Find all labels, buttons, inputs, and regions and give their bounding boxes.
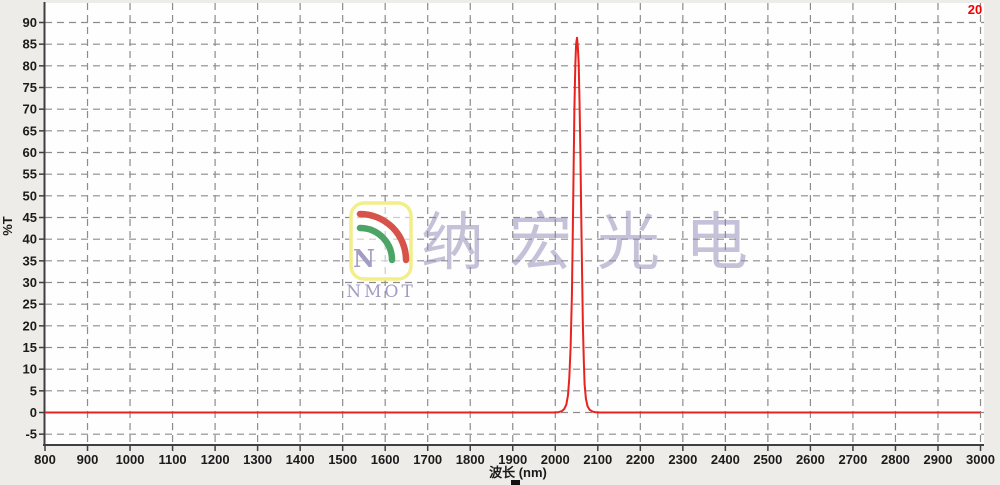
- y-tick-label: 90: [23, 15, 37, 30]
- x-tick-label: 2100: [583, 452, 612, 467]
- x-tick-label: 1900: [498, 452, 527, 467]
- watermark-logo-red-arc-icon: [356, 210, 410, 264]
- y-tick-label: 45: [23, 210, 37, 225]
- y-tick-label: 50: [23, 188, 37, 203]
- y-tick-label: 60: [23, 145, 37, 160]
- x-tick-label: 1300: [243, 452, 272, 467]
- watermark-logo-n-letter: N: [353, 244, 375, 273]
- y-tick-label: 75: [23, 80, 37, 95]
- x-tick-label: 1400: [286, 452, 315, 467]
- y-tick-label: 70: [23, 102, 37, 117]
- x-tick-label: 800: [34, 452, 56, 467]
- y-tick-label: 30: [23, 275, 37, 290]
- x-tick-label: 1600: [371, 452, 400, 467]
- plot-area: [45, 3, 984, 445]
- y-tick-label: 15: [23, 340, 37, 355]
- y-tick-label: 40: [23, 232, 37, 247]
- x-tick-label: 1000: [116, 452, 145, 467]
- x-tick-label: 1800: [456, 452, 485, 467]
- x-tick-label: 1200: [201, 452, 230, 467]
- y-tick-label: 0: [30, 405, 37, 420]
- x-tick-label: 2500: [753, 452, 782, 467]
- x-tick-label: 1700: [413, 452, 442, 467]
- x-axis-title: 波长 (nm): [489, 465, 547, 480]
- x-tick-label: 2200: [626, 452, 655, 467]
- transmission-curve: [45, 36, 981, 414]
- x-tick-label: 2600: [796, 452, 825, 467]
- y-tick-label: 80: [23, 58, 37, 73]
- x-tick-label: 900: [77, 452, 99, 467]
- axis-tick-labels: 800 900 1000 1100 1200 1300 1400 1500 1600 1700 18…: [23, 15, 995, 467]
- y-tick-label: 10: [23, 362, 37, 377]
- watermark-logo-box: [349, 201, 413, 281]
- corner-annotation: 20: [968, 2, 982, 17]
- y-tick-label: 20: [23, 318, 37, 333]
- y-tick-label: 5: [30, 383, 37, 398]
- x-tick-label: 2900: [924, 452, 953, 467]
- x-tick-label: 2800: [881, 452, 910, 467]
- x-tick-label: 2700: [838, 452, 867, 467]
- y-tick-label: 55: [23, 167, 37, 182]
- cropped-text-fragment: [511, 480, 520, 485]
- x-tick-label: 1100: [158, 452, 186, 467]
- y-tick-label: 35: [23, 253, 37, 268]
- y-axis-title: %T: [0, 216, 15, 236]
- x-tick-label: 2300: [668, 452, 697, 467]
- watermark-company-name: 纳宏光电: [421, 206, 773, 279]
- x-tick-label: 3000: [966, 452, 995, 467]
- x-tick-label: 2400: [711, 452, 740, 467]
- watermark: N NMOT 纳宏光电: [346, 201, 773, 302]
- watermark-logo-green-arc-icon: [356, 224, 396, 264]
- x-tick-label: 2000: [541, 452, 570, 467]
- y-tick-label: 85: [23, 37, 37, 52]
- watermark-logo-nmot-label: NMOT: [346, 282, 416, 302]
- axis-ticks: [39, 21, 982, 451]
- y-tick-label: 25: [23, 297, 37, 312]
- x-tick-label: 1500: [328, 452, 357, 467]
- y-tick-label: -5: [25, 427, 37, 442]
- y-tick-label: 65: [23, 123, 37, 138]
